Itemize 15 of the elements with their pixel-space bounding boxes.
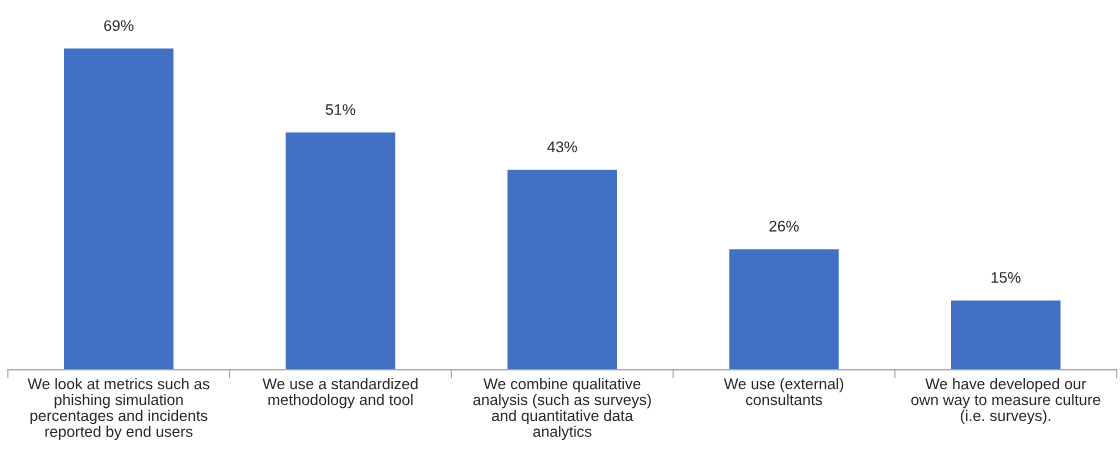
x-tick-label: We combine qualitative analysis (such as surveys) and quantitative data analytics xyxy=(473,378,651,440)
bar xyxy=(62,47,175,370)
bar xyxy=(727,247,841,370)
x-tick-label: We use a standardized methodology and tool xyxy=(262,378,418,409)
bar xyxy=(949,299,1062,370)
x-tick-label: We use (external) consultants xyxy=(723,378,844,406)
data-label: 51% xyxy=(325,104,356,115)
bar xyxy=(506,168,619,370)
x-tick-label: We look at metrics such as phishing simulation percentages and incidents reported by end users xyxy=(27,378,210,440)
data-label: 69% xyxy=(104,20,134,32)
data-label: 43% xyxy=(547,141,577,153)
data-label: 26% xyxy=(769,220,799,232)
x-tick-label: We have developed our own way to measure culture (i.e. surveys). xyxy=(911,378,1101,425)
bar xyxy=(284,131,397,370)
data-label: 15% xyxy=(991,272,1021,283)
